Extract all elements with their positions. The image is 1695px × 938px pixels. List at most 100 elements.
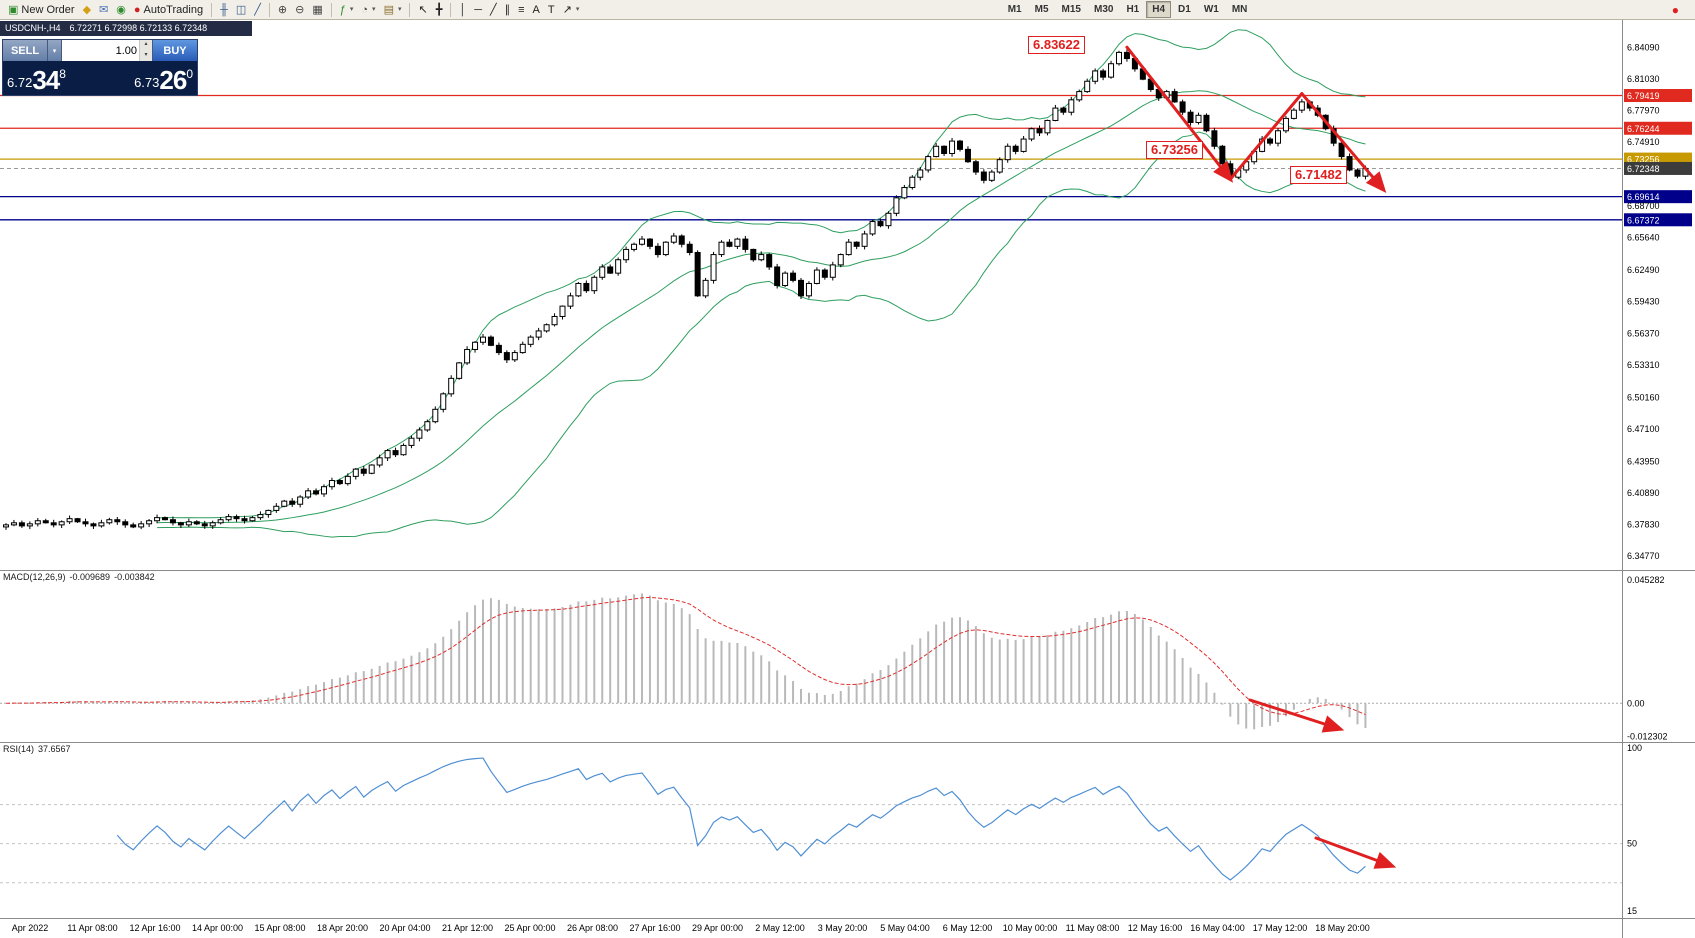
time-axis-label: 26 Apr 08:00 <box>567 923 618 933</box>
timeframe-m1-button[interactable]: M1 <box>1007 4 1022 15</box>
zoom-out-icon[interactable]: ⊖ <box>291 0 308 20</box>
time-axis-label: 3 May 20:00 <box>818 923 868 933</box>
ask-main: 6.73 <box>134 75 160 90</box>
indicator-arrow <box>1248 698 1345 733</box>
autotrading-button[interactable]: ● AutoTrading <box>130 0 207 20</box>
toolbar-separator <box>211 2 213 17</box>
label-icon[interactable]: T <box>544 0 559 20</box>
dropdown-arrow-icon[interactable]: ▾ <box>575 5 580 13</box>
timeframe-m5-button[interactable]: M5 <box>1034 4 1049 15</box>
fibonacci-icon[interactable]: ≡ <box>514 0 528 20</box>
new-order-icon: ▣ <box>8 3 19 16</box>
candlestick-mode-icon[interactable]: ◫ <box>232 0 250 20</box>
time-axis-label: 5 May 04:00 <box>880 923 930 933</box>
macd-name: MACD(12,26,9) <box>3 572 66 582</box>
channel-icon[interactable]: ∥ <box>501 0 515 20</box>
templates-icon[interactable]: ▤ ▾ <box>380 0 406 20</box>
time-axis-label: 15 Apr 08:00 <box>254 923 305 933</box>
sell-dropdown-icon[interactable]: ▾ <box>48 40 62 61</box>
time-axis-label: 6 May 12:00 <box>943 923 993 933</box>
main-toolbar: ▣ New Order ◆ ✉ ◉ ● AutoTrading ╫ ◫ ╱ ⊕ ⊖ ▦ ƒ ▾ ◔ ▾ ▤ ▾ ↖ ╋ │… <box>0 0 1695 20</box>
zoom-in-icon: ⊕ <box>277 3 288 16</box>
bid-price[interactable]: 6.72 34 8 <box>7 67 100 93</box>
indicators-icon[interactable]: ƒ ▾ <box>336 0 358 20</box>
price-axis-chip <box>1624 121 1692 135</box>
chart-title-bar: USDCNH-,H4 6.72271 6.72998 6.72133 6.723… <box>0 21 252 36</box>
time-axis-label: 12 Apr 16:00 <box>129 923 180 933</box>
timeframe-w1-button[interactable]: W1 <box>1203 4 1219 15</box>
vertical-line-icon[interactable]: │ <box>455 0 470 20</box>
price-axis[interactable]: 6.84090 6.81030 6.79419 6.77970 6.76244 6.749… <box>1624 42 1692 561</box>
timeframe-mn-button[interactable]: MN <box>1231 4 1248 15</box>
text-icon[interactable]: A <box>529 0 544 20</box>
connection-status-icon: ● <box>1671 2 1679 17</box>
volume-input[interactable] <box>62 40 139 61</box>
annotation-label-low[interactable]: 6.71482 <box>1290 166 1347 184</box>
zoom-out-icon: ⊖ <box>295 3 305 16</box>
templates-icon: ▤ <box>383 3 394 16</box>
timeframe-d1-button[interactable]: D1 <box>1178 4 1191 15</box>
line-chart-mode-icon[interactable]: ╱ <box>250 0 265 20</box>
annotation-label-pivot[interactable]: 6.73256 <box>1146 141 1203 159</box>
price-axis-label: 6.37830 <box>1627 520 1660 530</box>
trend-arrow <box>1228 92 1304 181</box>
new-order-button[interactable]: ▣ New Order <box>4 0 79 20</box>
dropdown-arrow-icon[interactable]: ▾ <box>397 5 402 13</box>
fibonacci-icon: ≡ <box>518 3 525 16</box>
mail-icon[interactable]: ✉ <box>95 0 112 20</box>
price-axis-label: 6.53310 <box>1627 360 1660 370</box>
timeframe-m15-button[interactable]: M15 <box>1061 4 1081 15</box>
time-axis-label: 16 May 04:00 <box>1190 923 1245 933</box>
time-axis-label: 11 May 08:00 <box>1066 923 1120 933</box>
toolbar-separator <box>330 2 332 17</box>
symbols-icon[interactable]: ◆ <box>79 0 95 20</box>
timeframe-m30-button[interactable]: M30 <box>1093 4 1114 15</box>
crosshair-icon[interactable]: ╋ <box>432 0 447 20</box>
arrows-icon[interactable]: ↗ ▾ <box>559 0 584 20</box>
time-axis[interactable]: Apr 2022 11 Apr 08:00 12 Apr 16:00 14 Apr 0… <box>12 923 1370 933</box>
price-axis-chip <box>1624 213 1692 227</box>
bar-chart-mode-icon[interactable]: ╫ <box>216 0 232 20</box>
price-axis-chip-label: 6.73256 <box>1627 155 1660 165</box>
horizontal-price-lines[interactable] <box>0 94 1622 221</box>
tile-windows-icon: ▦ <box>312 3 323 16</box>
time-axis-label: 25 Apr 00:00 <box>504 923 555 933</box>
annotation-arrows[interactable] <box>1125 45 1397 869</box>
cursor-icon[interactable]: ↖ <box>414 0 431 20</box>
timeframe-h4-button[interactable]: H4 <box>1146 1 1172 18</box>
tile-windows-icon[interactable]: ▦ <box>308 0 326 20</box>
dropdown-arrow-icon[interactable]: ▾ <box>349 5 354 13</box>
rsi-indicator-label: RSI(14) 37.6567 <box>3 744 75 754</box>
bid-point: 8 <box>59 67 66 81</box>
buy-button[interactable]: BUY <box>153 40 197 61</box>
macd-value-2: -0.003842 <box>114 572 155 582</box>
sell-button[interactable]: SELL <box>3 40 48 61</box>
timeframe-h1-button[interactable]: H1 <box>1126 4 1140 15</box>
indicator-arrow <box>1314 836 1397 869</box>
sound-icon[interactable]: ◉ <box>112 0 130 20</box>
volume-up-icon[interactable]: ▴ <box>140 40 152 51</box>
annotation-label-high[interactable]: 6.83622 <box>1028 36 1085 54</box>
dropdown-arrow-icon[interactable]: ▾ <box>372 5 376 13</box>
trendline-icon[interactable]: ╱ <box>486 0 501 20</box>
toolbar-separator <box>450 2 452 17</box>
macd-value-1: -0.009689 <box>69 572 111 582</box>
sound-icon: ◉ <box>116 3 126 16</box>
macd-indicator-label: MACD(12,26,9) -0.009689 -0.003842 <box>3 572 159 582</box>
price-axis-label: 6.34770 <box>1627 551 1660 561</box>
time-axis-label: 11 Apr 08:00 <box>67 923 117 933</box>
svg-text:15: 15 <box>1627 906 1637 916</box>
candles <box>3 49 1369 530</box>
text-icon: A <box>532 3 540 16</box>
periods-icon[interactable]: ◔ ▾ <box>357 0 379 20</box>
volume-down-icon[interactable]: ▾ <box>140 50 152 61</box>
time-axis-label: 17 May 12:00 <box>1253 923 1308 933</box>
time-axis-label: 18 Apr 20:00 <box>317 923 368 933</box>
horizontal-line-icon: ─ <box>474 3 482 16</box>
horizontal-line-icon[interactable]: ─ <box>470 0 486 20</box>
arrows-icon: ↗ <box>562 3 572 16</box>
symbols-icon: ◆ <box>82 3 92 16</box>
zoom-in-icon[interactable]: ⊕ <box>274 0 291 20</box>
ask-price[interactable]: 6.73 26 0 <box>100 67 193 93</box>
